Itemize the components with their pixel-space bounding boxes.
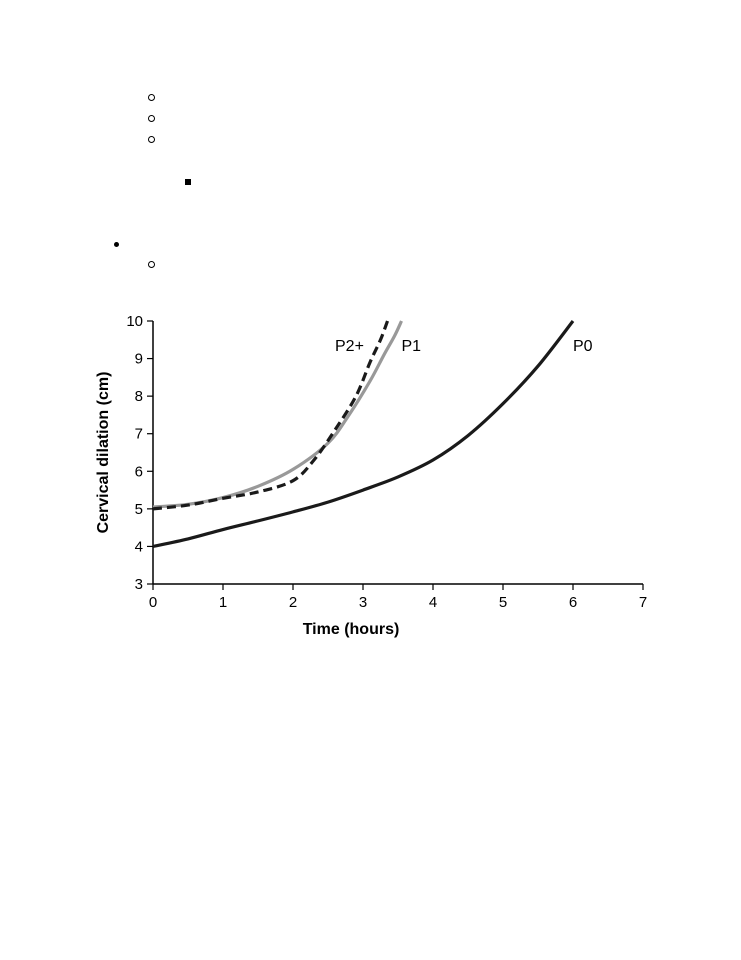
list-bullet-circle-3	[148, 136, 155, 143]
x-tick-label: 4	[429, 594, 437, 611]
list-bullet-square	[185, 179, 191, 185]
x-tick-label: 3	[359, 594, 367, 611]
list-bullet-circle-2	[148, 115, 155, 122]
chart-series-lines	[152, 320, 575, 548]
list-bullet-circle-1	[148, 94, 155, 101]
series-line-p0	[152, 320, 575, 548]
list-bullet-disc	[114, 242, 119, 247]
x-tick-label: 6	[569, 594, 577, 611]
x-tick-label: 7	[639, 594, 647, 611]
y-axis-title: Cervical dilation (cm)	[95, 372, 112, 534]
y-tick-label: 3	[135, 576, 143, 593]
x-axis-title: Time (hours)	[303, 621, 400, 638]
y-tick-label: 4	[135, 538, 143, 555]
list-bullet-circle-4	[148, 261, 155, 268]
series-line-p2plus	[152, 320, 390, 511]
y-tick-label: 10	[126, 313, 143, 330]
x-tick-label: 5	[499, 594, 507, 611]
series-label-p2plus: P2+	[335, 338, 364, 355]
chart-series-labels: P0 P1 P2+	[335, 338, 593, 355]
y-tick-label: 8	[135, 388, 143, 405]
x-tick-label: 1	[219, 594, 227, 611]
series-label-p1: P1	[402, 338, 422, 355]
chart-axes	[152, 321, 643, 585]
x-tick-label: 0	[149, 594, 157, 611]
y-tick-label: 9	[135, 351, 143, 368]
y-tick-label: 7	[135, 426, 143, 443]
series-label-p0: P0	[573, 338, 593, 355]
x-tick-label: 2	[289, 594, 297, 611]
chart-ticks: 0 1 2 3 4 5 6 7 3 4 5 6 7 8 9 10	[126, 313, 647, 611]
y-tick-label: 6	[135, 463, 143, 480]
series-line-p1	[152, 320, 403, 509]
y-tick-label: 5	[135, 501, 143, 518]
